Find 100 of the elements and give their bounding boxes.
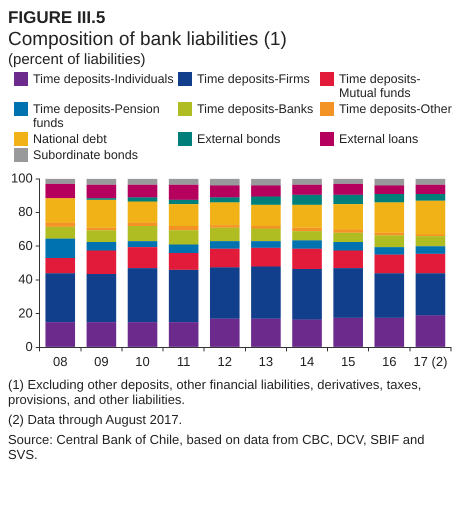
bar [86,250,116,274]
bar [45,226,76,239]
y-tick-label: 0 [25,338,33,354]
bar [292,231,322,240]
bar [86,184,116,198]
bar [292,184,322,195]
bar [86,178,116,185]
x-tick-label: 17 (2) [413,354,448,369]
y-tick-label: 100 [10,170,33,186]
y-tick-label: 80 [18,204,33,220]
bar [210,241,240,249]
bar [374,318,404,347]
bar [45,198,76,223]
bar [86,200,116,228]
bar [374,186,404,194]
bar [374,194,404,202]
y-tick-label: 60 [18,238,33,253]
bar [374,235,404,248]
bar [251,318,281,347]
bar [168,204,198,226]
bar [168,252,198,270]
bar [45,184,76,198]
legend-label: Time deposits-Individuals [33,72,174,86]
bar [168,178,198,185]
bar [86,274,116,322]
bar [251,248,281,266]
bar [333,242,363,250]
bar [168,226,198,230]
bar [128,197,158,202]
bar [86,228,116,230]
bar [128,202,158,223]
bar [251,186,281,197]
bar [210,248,240,268]
source-note: Source: Central Bank of Chile, based on data from CBC, DCV, SBIF and SVS. [8,432,426,462]
bar [210,202,240,226]
bar [416,178,446,185]
x-tick-label: 16 [382,354,397,369]
bar [292,269,322,320]
bar [333,194,363,204]
bar [251,196,281,205]
bar [168,270,198,322]
bar [374,232,404,236]
bar [292,248,322,269]
bar [416,194,446,201]
bar [292,320,322,347]
bar [333,229,363,233]
bar [45,258,76,274]
x-tick-label: 09 [94,354,109,369]
bar [128,184,158,198]
bar [416,273,446,316]
bar [374,273,404,318]
bar [333,318,363,347]
bar [45,322,76,347]
bar [333,204,363,230]
bar [251,266,281,319]
legend-label: Time deposits-Firms [197,72,310,86]
bar [251,228,281,242]
bar [210,267,240,319]
bar [168,230,198,245]
bar [374,202,404,233]
chart-title: FIGURE III.5 [8,8,106,28]
bar [416,254,446,274]
bar [333,178,363,184]
bar [168,200,198,204]
bar [86,322,116,347]
bar [210,178,240,186]
bar [45,238,76,258]
bar [374,247,404,255]
legend-label: Time deposits-Mutual funds [339,72,422,100]
legend-label: Time deposits-Pension funds [33,102,161,130]
text: (2) Data through August 2017. [8,412,184,427]
bar [251,226,281,229]
x-tick-label: 15 [340,354,356,369]
bar [333,268,363,318]
bar [416,246,446,254]
text: (percent of liabilities) [8,51,147,68]
text: (1) Excluding other deposits, other financial liabilities, derivatives, taxes, provisions, and other liabilities. [8,377,422,407]
bar [416,200,446,234]
bar [210,197,240,202]
bar [168,244,198,253]
bar [210,228,240,242]
bar [333,250,363,268]
bar [251,204,281,226]
bar [210,225,240,228]
legend-label: External loans [339,132,418,146]
x-tick-label: 13 [258,354,274,369]
bar [86,230,116,242]
bar [333,232,363,242]
y-tick-label: 20 [18,305,33,320]
bar [45,178,76,184]
bar [416,184,446,194]
x-tick-label: 10 [135,354,150,369]
bar [374,178,404,186]
bar [168,184,198,200]
bar [292,178,322,185]
bar [416,236,446,246]
legend-label: External bonds [197,132,280,146]
chart-subtitle: Composition of bank liabilities (1) [8,29,288,51]
legend-label: Time deposits-Other [339,102,452,116]
bar [210,318,240,347]
